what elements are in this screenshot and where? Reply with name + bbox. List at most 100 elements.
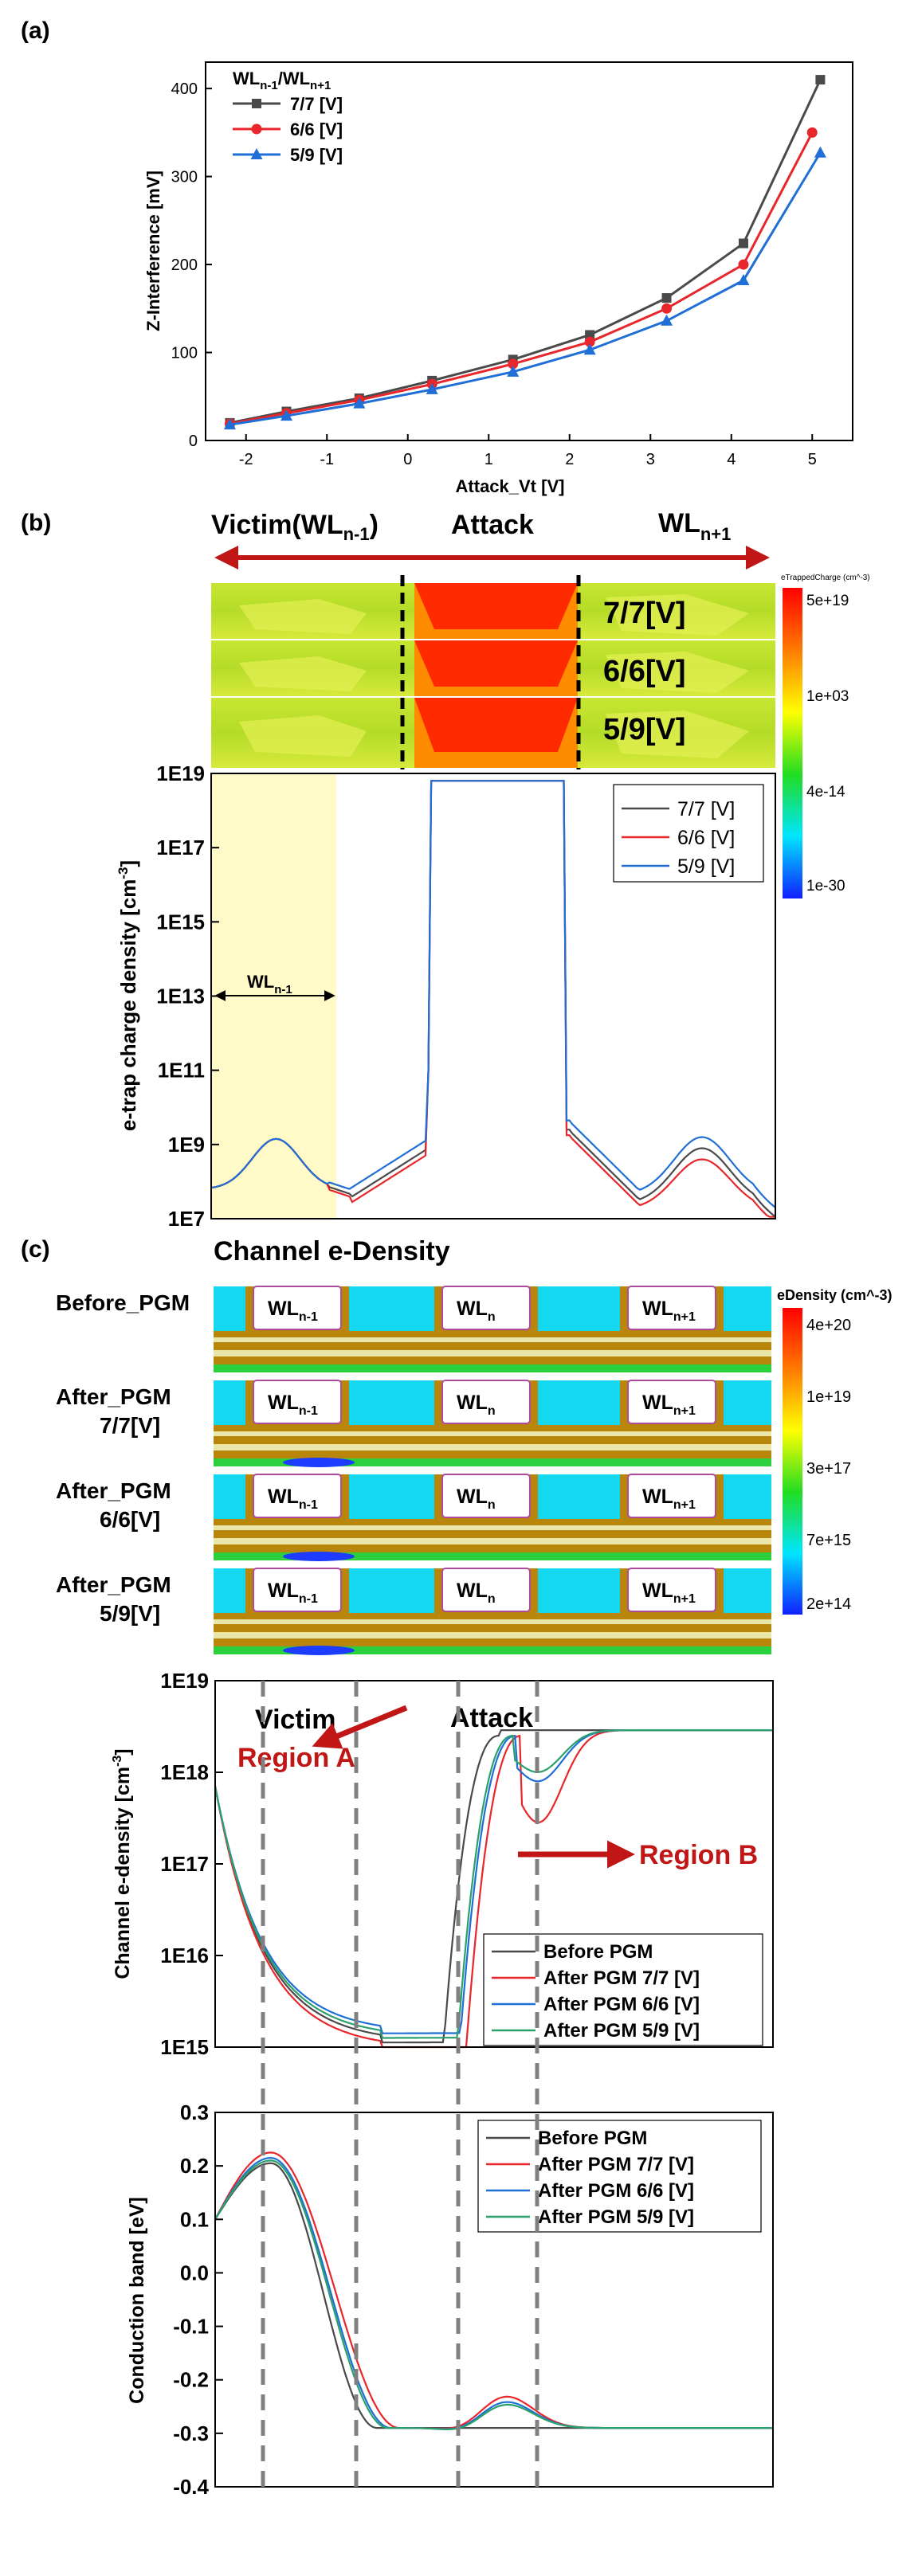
panel-a-data-point (583, 343, 596, 355)
panel-c-gate-label: WLn-1 (268, 1580, 318, 1606)
panel-a-data-point (661, 314, 673, 326)
panel-a-xlabel: Attack_Vt [V] (456, 476, 565, 496)
panel-c-map-layer (214, 1444, 771, 1450)
panel-a-xtick-label: 2 (565, 451, 574, 468)
panel-b-label: (b) (21, 510, 51, 536)
panel-c-band-ytick-label: 0.3 (180, 2100, 209, 2124)
panel-c-row-label: After_PGM (56, 1572, 171, 1597)
panel-a-xtick-label: 1 (484, 451, 493, 468)
panel-a-plot (223, 75, 826, 430)
panel-c-density-ytick-label: 1E16 (160, 1944, 209, 1967)
panel-a-legend-marker (251, 123, 262, 135)
panel-b-region-label: WLn-1 (247, 972, 292, 996)
panel-c-map-gate (627, 1286, 716, 1330)
guide-lines (261, 1681, 539, 2487)
panel-c-region-a-label: Region A (237, 1743, 355, 1773)
panel-c-colorbar-tick-2: 1e+19 (806, 1388, 851, 1406)
panel-c-map-row: WLn-1 WLn WLn+1 (214, 1568, 771, 1655)
panel-a-label: (a) (21, 18, 50, 44)
panel-b-colorbar: eTrappedCharge (cm^-3) 5e+19 1e+03 4e-14… (781, 574, 870, 898)
panel-c-band-ytick-label: 0.2 (180, 2154, 209, 2178)
panel-a-data-point (661, 293, 672, 303)
panel-c-map-gate (253, 1474, 342, 1518)
panel-b-map-label-1: 7/7[V] (603, 597, 685, 630)
panel-c-band-legend-box (477, 2120, 762, 2233)
panel-a-xtick-label: 4 (727, 451, 736, 468)
panel-b-plot (210, 780, 776, 1218)
panel-c-band-series-line (214, 2159, 773, 2430)
panel-c-band-plot (214, 2151, 773, 2430)
panel-c-gate-label: WLn (457, 1486, 496, 1512)
panel-a-data-point (814, 146, 826, 158)
panel-a-legend-label: 7/7 [V] (290, 94, 343, 114)
panel-c-colorbar-tick-4: 7e+15 (806, 1532, 851, 1549)
panel-c-map-gate (253, 1286, 342, 1330)
panel-c-map-gate (627, 1568, 716, 1612)
panel-b-map-3 (211, 698, 775, 768)
panel-c-victim-label: Victim (255, 1705, 335, 1735)
panel-c-density-legend-label: After PGM 7/7 [V] (543, 1967, 700, 1989)
panel-b-series-line (210, 780, 776, 1208)
panel-c-map-depletion (283, 1646, 355, 1655)
panel-c-colorbar-gradient (783, 1308, 802, 1615)
panel-c-colorbar-title: eDensity (cm^-3) (777, 1287, 892, 1303)
panel-c-label: (c) (21, 1236, 50, 1263)
panel-c-density-legend-label: After PGM 6/6 [V] (543, 1994, 700, 2015)
panel-c-band-ytick-label: -0.4 (173, 2475, 209, 2499)
panel-c-density-legend-box (483, 1933, 763, 2046)
panel-b-legend-label: 7/7 [V] (677, 798, 735, 820)
panel-b-colorbar-title: eTrappedCharge (cm^-3) (781, 574, 870, 582)
panel-c-map-gate (441, 1286, 531, 1330)
panel-c-row-label: Before_PGM (56, 1290, 190, 1315)
panel-c-map-layer (214, 1632, 771, 1638)
panel-a-xtick-label: 5 (808, 451, 817, 468)
panel-c-density-legend-label: Before PGM (543, 1941, 653, 1963)
panel-a-series-line (230, 131, 814, 425)
panel-a-data-point (815, 75, 826, 85)
panel-c-row-sublabel: 7/7[V] (100, 1413, 160, 1438)
panel-a-data-point (806, 127, 818, 138)
panel-a-frame (205, 61, 853, 441)
panel-a-legend-entries: 7/7 [V] 6/6 [V] 5/9 [V] (233, 94, 343, 165)
panel-a-data-point (738, 259, 749, 270)
panel-c-band-ytick-label: -0.2 (173, 2368, 209, 2392)
panel-c-row-label: After_PGM (56, 1478, 171, 1503)
panel-a-legend-label: 6/6 [V] (290, 119, 343, 139)
panel-c-map-depletion (283, 1458, 355, 1467)
panel-c-band-legend-label: After PGM 5/9 [V] (538, 2206, 694, 2228)
panel-a-ytick-label: 300 (171, 169, 198, 186)
panel-c-map-density-strip (214, 1646, 771, 1654)
panel-c-map-row: WLn-1 WLn WLn+1 (214, 1286, 771, 1372)
panel-c-density-ytick-label: 1E18 (160, 1760, 209, 1784)
panel-a-data-point (507, 365, 520, 377)
panel-a-legend: WLn-1/WLn+1 7/7 [V] 6/6 [V] 5/9 [V] (233, 69, 343, 165)
panel-c-map-density-strip (214, 1364, 771, 1372)
panel-b-chart: WLn-1 1E19 1E17 1E15 1E13 1E11 1E9 1E7 e-trap … (116, 761, 776, 1231)
panel-b-legend-entries: 7/7 [V] 6/6 [V] 5/9 [V] (622, 798, 735, 878)
panel-b-map-1 (211, 583, 775, 639)
panel-c-map-layer (214, 1525, 771, 1530)
panel-a-xtick-label: 3 (646, 451, 655, 468)
panel-b-ytick-label: 1E9 (168, 1133, 205, 1157)
panel-c-band-legend-label: After PGM 7/7 [V] (538, 2154, 694, 2175)
panel-c-map-layer (214, 1431, 771, 1436)
panel-c-band-frame (214, 2112, 774, 2488)
panel-c-map-gate (253, 1380, 342, 1424)
panel-c-band-chart: 0.3 0.2 0.1 0.0 -0.1 -0.2 -0.3 -0.4 Conduction … (126, 2100, 774, 2499)
panel-c-row-sublabel: 5/9[V] (100, 1601, 160, 1626)
panel-a-data-point (585, 330, 595, 340)
panel-b-legend-label: 5/9 [V] (677, 855, 735, 878)
panel-b-map-label-3: 5/9[V] (603, 713, 685, 746)
panel-c-map-gate (253, 1568, 342, 1612)
panel-b-ticks: 1E19 1E17 1E15 1E13 1E11 1E9 1E7 (156, 761, 219, 1231)
panel-c-density-ylabel: Channel e-density [cm-3] (111, 1748, 134, 1979)
panel-a-xtick-label: -2 (239, 451, 253, 468)
panel-a-data-point (280, 409, 292, 421)
panel-b-ytick-label: 1E11 (158, 1059, 205, 1082)
panel-c-map-depletion (283, 1552, 355, 1561)
panel-a-data-point (426, 382, 438, 394)
panel-c-band-legend-label: After PGM 6/6 [V] (538, 2180, 694, 2202)
panel-a-series-line (230, 152, 822, 426)
panel-c-map-layer (214, 1337, 771, 1342)
panel-c-colorbar-tick-3: 3e+17 (806, 1460, 851, 1478)
